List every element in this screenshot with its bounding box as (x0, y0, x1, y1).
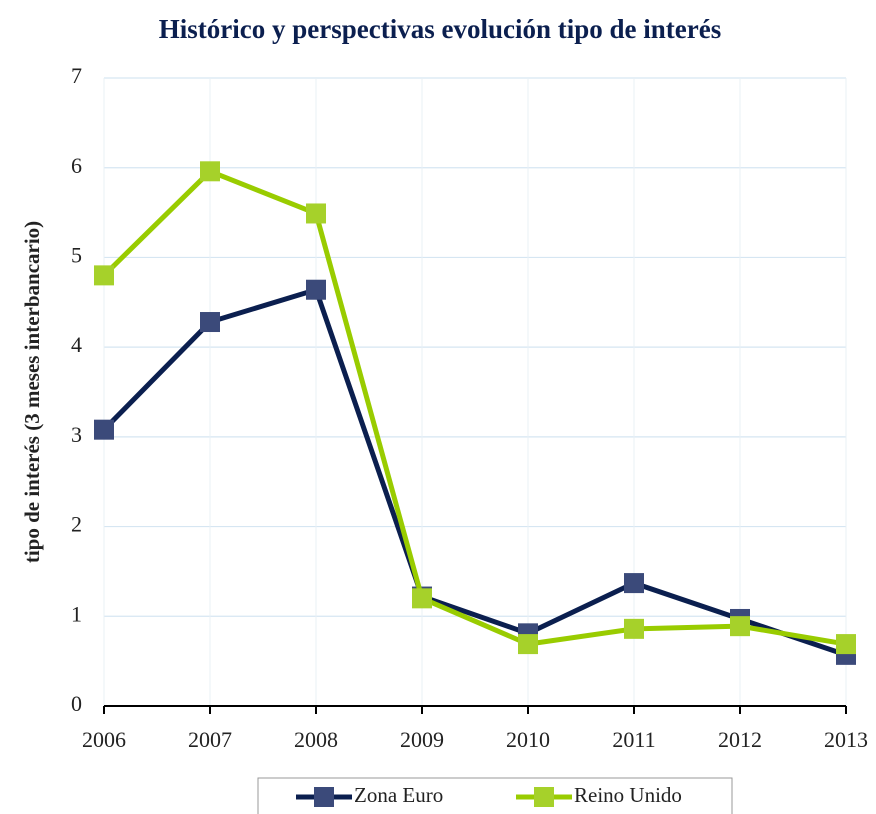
x-tick-label: 2011 (612, 727, 655, 752)
marker (94, 419, 114, 440)
series-line (102, 287, 847, 658)
marker (412, 588, 432, 609)
y-tick-label: 5 (71, 242, 82, 267)
marker (518, 634, 538, 655)
x-tick-label: 2013 (824, 727, 868, 752)
y-tick-label: 4 (71, 332, 82, 357)
marker (306, 203, 326, 224)
legend-label: Zona Euro (354, 783, 443, 807)
marker (624, 573, 644, 594)
legend-marker (314, 787, 334, 807)
y-axis-label: tipo de interés (3 meses interbancario) (20, 221, 44, 563)
y-tick-label: 7 (71, 63, 82, 88)
y-tick-label: 1 (71, 601, 82, 626)
x-tick-label: 2012 (718, 727, 762, 752)
legend-marker (534, 787, 554, 807)
x-tick-label: 2010 (506, 727, 550, 752)
marker (200, 312, 220, 333)
x-tick-label: 2006 (82, 727, 126, 752)
marker (730, 616, 750, 637)
legend-label: Reino Unido (574, 783, 682, 807)
x-tick-label: 2008 (294, 727, 338, 752)
x-tick-label: 2007 (188, 727, 232, 752)
marker (306, 279, 326, 300)
y-tick-label: 2 (71, 512, 82, 537)
x-tick-label: 2009 (400, 727, 444, 752)
marker (836, 634, 856, 655)
marker (200, 161, 220, 182)
marker (94, 265, 114, 286)
y-tick-label: 0 (71, 691, 82, 716)
marker (624, 618, 644, 639)
y-tick-label: 6 (71, 153, 82, 178)
chart-title: Histórico y perspectivas evolución tipo … (158, 14, 722, 44)
y-tick-label: 3 (71, 422, 82, 447)
series-line (102, 168, 847, 647)
